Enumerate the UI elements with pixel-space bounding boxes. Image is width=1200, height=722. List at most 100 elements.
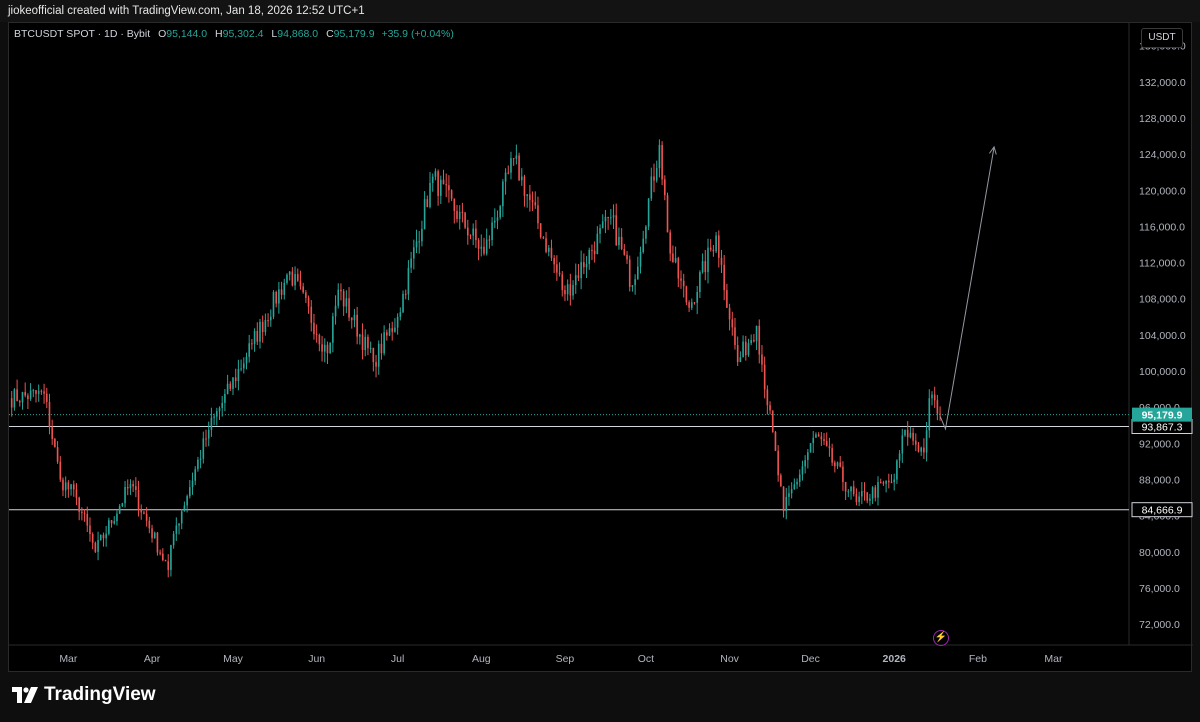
candle-body — [40, 390, 43, 392]
symbol-legend: BTCUSDT SPOT · 1D · Bybit O95,144.0 H95,… — [14, 28, 454, 40]
candle-body — [577, 275, 580, 279]
candle-body — [685, 286, 688, 303]
candle-body — [56, 447, 59, 462]
candle-body — [464, 212, 466, 228]
candle-body — [294, 274, 296, 286]
candle-body — [151, 528, 153, 539]
candle-body — [121, 503, 124, 507]
candle-body — [429, 182, 431, 207]
candle-body — [172, 533, 175, 546]
candle-body — [807, 452, 809, 461]
candle-body — [712, 249, 715, 252]
high-value: 95,302.4 — [222, 28, 264, 40]
candle-body — [556, 264, 558, 273]
candle-body — [558, 272, 561, 275]
candle-body — [43, 391, 45, 394]
candle-body — [820, 436, 823, 440]
candle-body — [839, 462, 842, 467]
candle-body — [896, 460, 898, 480]
candle-body — [761, 354, 763, 365]
candle-body — [337, 289, 340, 306]
candle-body — [731, 319, 734, 328]
candle-body — [318, 334, 321, 345]
candle-body — [798, 474, 801, 482]
candle-body — [162, 553, 164, 561]
candle-body — [634, 279, 636, 286]
candle-body — [850, 486, 852, 492]
candle-body — [585, 263, 588, 268]
candle-body — [653, 176, 655, 181]
candle-body — [693, 302, 696, 304]
lightning-icon[interactable]: ⚡ — [933, 630, 949, 646]
candle-body — [345, 298, 348, 307]
candle-body — [37, 390, 40, 394]
candle-body — [817, 434, 820, 437]
candle-body — [790, 489, 793, 494]
candle-body — [572, 285, 574, 296]
candle-body — [507, 172, 510, 174]
candle-body — [782, 486, 785, 512]
candle-body — [842, 466, 844, 483]
x-tick-label: Dec — [801, 653, 820, 665]
candle-body — [677, 258, 680, 279]
high-label: H — [215, 28, 223, 40]
candle-body — [485, 239, 488, 254]
x-tick-label: Mar — [1044, 653, 1063, 665]
candle-body — [10, 398, 13, 408]
candle-body — [788, 493, 790, 497]
y-tick-label: 132,000.0 — [1139, 77, 1186, 89]
chart-header: jiokeofficial created with TradingView.c… — [0, 0, 1200, 22]
projection-arrow-line — [939, 146, 995, 431]
candle-body — [307, 297, 310, 307]
candle-body — [369, 347, 372, 349]
candle-body — [207, 429, 210, 439]
candle-body — [194, 469, 197, 481]
candlestick-chart[interactable]: 72,000.076,000.080,000.084,000.088,000.0… — [9, 23, 1193, 673]
tradingview-logo[interactable]: TradingView — [12, 684, 156, 706]
candle-body — [755, 325, 758, 342]
candle-body — [753, 340, 755, 342]
symbol-label[interactable]: BTCUSDT SPOT · 1D · Bybit — [14, 28, 151, 40]
candle-body — [475, 228, 477, 241]
candle-body — [54, 438, 56, 448]
candle-body — [912, 432, 914, 441]
candle-body — [210, 417, 213, 430]
candle-body — [680, 278, 682, 281]
x-tick-label: Nov — [720, 653, 739, 665]
candle-body — [105, 533, 107, 539]
candle-body — [242, 363, 245, 369]
candle-body — [164, 560, 167, 562]
candle-body — [167, 561, 170, 570]
y-tick-label: 104,000.0 — [1139, 330, 1186, 342]
candle-body — [332, 316, 334, 343]
candle-body — [180, 511, 183, 524]
candle-body — [418, 241, 421, 243]
candle-body — [601, 221, 604, 229]
candle-body — [140, 509, 143, 513]
candle-body — [32, 390, 35, 392]
x-tick-label: Apr — [144, 653, 161, 665]
currency-unit-button[interactable]: USDT — [1141, 28, 1183, 48]
candle-body — [126, 486, 129, 489]
candle-body — [261, 321, 264, 333]
y-tick-label: 88,000.0 — [1139, 475, 1180, 487]
candle-body — [550, 247, 553, 259]
candle-body — [726, 290, 728, 308]
candle-body — [626, 254, 628, 260]
candle-body — [442, 179, 445, 185]
candle-body — [426, 199, 429, 207]
candle-body — [672, 253, 674, 263]
brand-name: TradingView — [44, 684, 156, 705]
candle-body — [928, 398, 931, 431]
candle-body — [275, 291, 277, 304]
candle-body — [898, 453, 901, 461]
candle-body — [758, 325, 761, 355]
candle-body — [623, 249, 626, 255]
candle-body — [466, 227, 469, 236]
chart-area[interactable]: 72,000.076,000.080,000.084,000.088,000.0… — [8, 22, 1193, 673]
candle-body — [823, 439, 825, 441]
candle-body — [189, 487, 191, 497]
candle-body — [483, 246, 485, 254]
candle-body — [599, 228, 601, 234]
candle-body — [48, 401, 51, 428]
